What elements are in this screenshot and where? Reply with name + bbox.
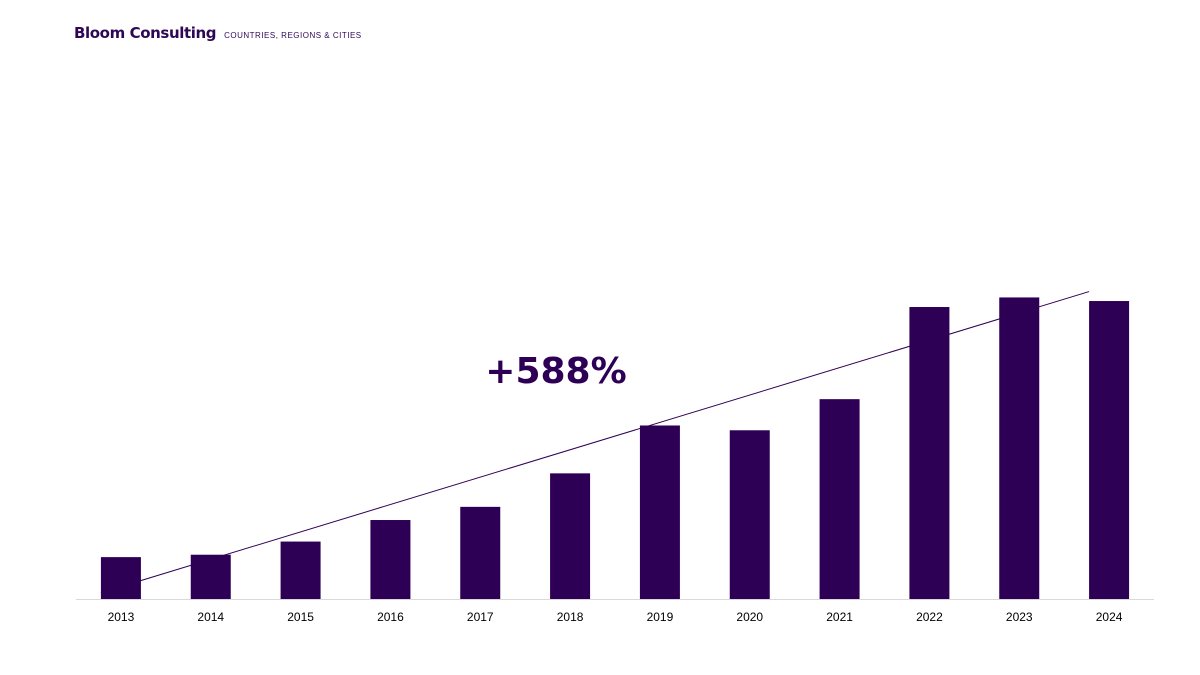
bar-2017 — [460, 506, 501, 599]
bar-2022 — [909, 307, 950, 599]
bar-2021 — [819, 399, 860, 599]
bar-2016 — [370, 520, 411, 599]
x-tick-label-2024: 2024 — [1096, 610, 1123, 624]
x-tick-label-2021: 2021 — [826, 610, 853, 624]
x-tick-label-2017: 2017 — [467, 610, 494, 624]
x-tick-label-2014: 2014 — [197, 610, 224, 624]
bar-2018 — [550, 473, 591, 599]
bar-2023 — [999, 297, 1040, 599]
bar-2014 — [190, 554, 231, 599]
x-tick-label-2019: 2019 — [647, 610, 674, 624]
x-tick-label-2016: 2016 — [377, 610, 404, 624]
x-tick-label-2020: 2020 — [736, 610, 763, 624]
bar-2024 — [1089, 301, 1130, 599]
brand-logo-text: Bloom Consulting — [74, 24, 217, 42]
trend-line — [100, 291, 1090, 594]
header: Bloom Consulting COUNTRIES, REGIONS & CI… — [74, 24, 362, 42]
x-tick-label-2018: 2018 — [557, 610, 584, 624]
brand-tagline: COUNTRIES, REGIONS & CITIES — [224, 31, 362, 40]
x-tick-label-2015: 2015 — [287, 610, 314, 624]
growth-annotation: +588% — [485, 351, 626, 392]
bar-2020 — [729, 430, 770, 599]
x-tick-label-2023: 2023 — [1006, 610, 1033, 624]
bar-2015 — [280, 541, 321, 599]
x-tick-label-2013: 2013 — [108, 610, 135, 624]
x-tick-label-2022: 2022 — [916, 610, 943, 624]
bar-2019 — [639, 425, 680, 599]
bar-2013 — [100, 557, 141, 599]
